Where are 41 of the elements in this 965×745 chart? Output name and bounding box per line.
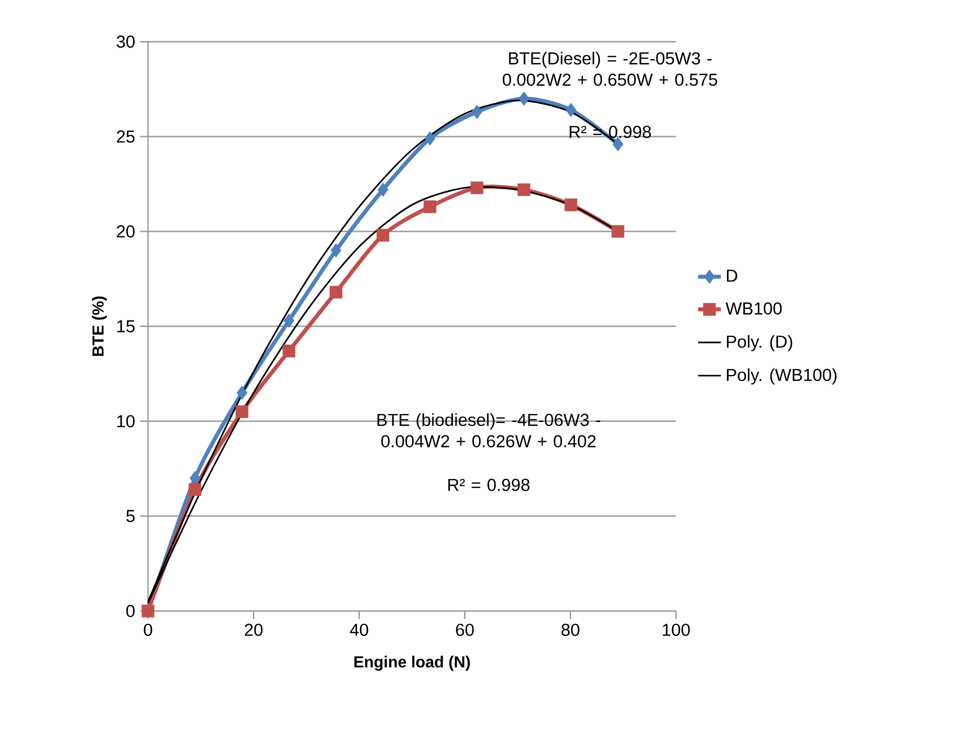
x-tick-label: 40: [350, 624, 368, 636]
x-tick-label: 80: [562, 624, 580, 636]
legend-label: Poly. (WB100): [726, 368, 837, 384]
y-tick-label: 10: [117, 415, 135, 428]
point: [472, 104, 482, 119]
point: [470, 181, 484, 194]
point: [190, 471, 200, 486]
point: [424, 200, 436, 214]
point: [518, 92, 530, 106]
y-tick-label: 30: [116, 36, 135, 48]
point: [330, 286, 342, 298]
annotation: BTE(Diesel) = -2E-05W3 - 0.002W2 + 0.650W + 0.575: [502, 52, 718, 86]
y-tick-label: 20: [116, 225, 135, 238]
point: [424, 131, 436, 146]
point: [282, 344, 296, 358]
point: [376, 228, 390, 242]
point: [284, 314, 294, 328]
y-tick-label: 25: [116, 130, 135, 143]
x-tick-label: 60: [456, 624, 474, 636]
point: [518, 183, 530, 196]
x-axis-title: Engine load (N): [354, 656, 470, 671]
legend-label: WB100: [726, 302, 782, 315]
point: [236, 386, 248, 400]
point: [330, 243, 342, 258]
annotation: R² = 0.998: [448, 478, 530, 492]
legend-label: Poly. (D): [726, 335, 792, 352]
y-tick-label: 5: [126, 510, 135, 522]
x-tick-label: 0: [144, 624, 152, 636]
point: [566, 102, 576, 117]
point: [612, 225, 624, 238]
point: [188, 483, 202, 496]
x-tick-label: 20: [244, 624, 263, 636]
point: [378, 182, 388, 197]
point: [564, 198, 578, 212]
annotation: BTE (biodiesel)= -4E-06W3 - 0.004W2 + 0.626W + 0.402: [378, 413, 600, 448]
y-tick-label: 15: [117, 320, 135, 332]
y-tick-label: 0: [126, 604, 135, 618]
point: [236, 405, 248, 418]
y-axis-title: BTE (%): [92, 296, 107, 356]
x-tick-label: 100: [662, 624, 690, 636]
legend-label: D: [726, 270, 738, 282]
